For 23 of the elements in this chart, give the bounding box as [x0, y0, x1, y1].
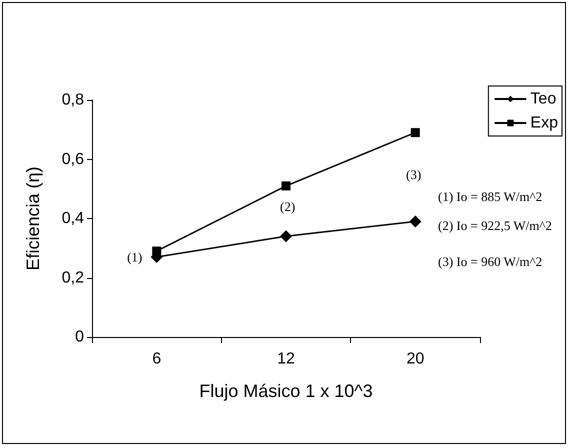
x-tick-label: 12	[277, 350, 295, 368]
annotation: (3) Io = 960 W/m^2	[438, 254, 542, 269]
y-axis-title: Eficiencia (η)	[23, 166, 43, 271]
point	[409, 215, 422, 228]
annotation: (1) Io = 885 W/m^2	[438, 189, 542, 204]
y-tick-label: 0,4	[62, 210, 84, 227]
x-tick-label: 20	[406, 350, 424, 368]
x-tick-label: 6	[152, 350, 162, 368]
annotation: (2) Io = 922,5 W/m^2	[438, 218, 552, 233]
y-tick-label: 0,8	[62, 92, 84, 108]
y-tick-label: 0,6	[62, 150, 84, 168]
y-tick-label: 0,2	[62, 269, 84, 286]
x-axis-title: Flujo Másico 1 x 10^3	[199, 381, 373, 401]
legend-label: Exp	[530, 114, 558, 132]
point	[410, 128, 420, 138]
legend-label: Teo	[530, 90, 556, 108]
annotation: (1)	[127, 250, 142, 265]
point	[282, 181, 290, 190]
point	[152, 246, 162, 256]
annotation: (2)	[280, 199, 296, 214]
annotation: (3)	[406, 167, 422, 182]
point	[280, 230, 292, 242]
y-tick-label: 0	[75, 328, 84, 346]
